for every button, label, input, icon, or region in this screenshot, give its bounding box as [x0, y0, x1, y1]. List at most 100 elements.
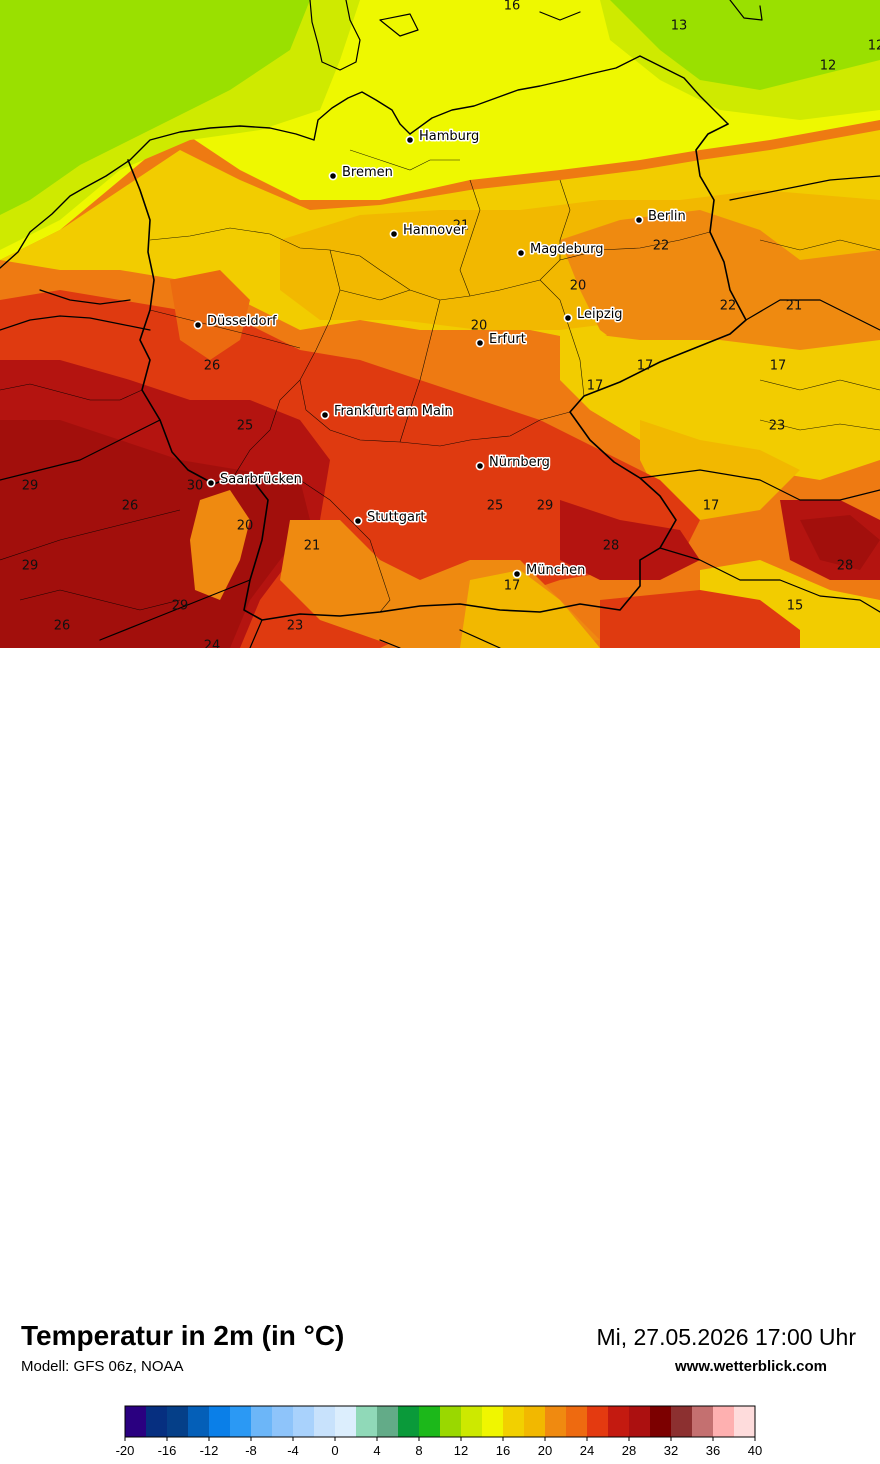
legend-swatch: [125, 1406, 147, 1437]
legend-swatch: [566, 1406, 588, 1437]
temperature-value: 29: [172, 599, 189, 614]
temperature-value: 29: [22, 479, 39, 494]
field-darker-red-blob-east: [800, 515, 880, 570]
city-dot: [353, 516, 363, 526]
legend-swatch: [734, 1406, 756, 1437]
city-label: Frankfurt am Main: [334, 404, 453, 419]
city-dot: [563, 313, 573, 323]
field-red-alps-east: [600, 590, 800, 648]
temperature-value: 25: [487, 499, 504, 514]
legend-swatch: [209, 1406, 231, 1437]
legend-swatch: [692, 1406, 714, 1437]
city-dot: [475, 461, 485, 471]
temperature-value: 17: [770, 359, 787, 374]
map-title: Temperatur in 2m (in °C): [21, 1320, 345, 1351]
legend-tick-label: -8: [245, 1443, 257, 1458]
legend-swatch: [167, 1406, 189, 1437]
legend-tick-label: 12: [454, 1443, 468, 1458]
legend-tick-label: -4: [287, 1443, 299, 1458]
city-label: Nürnberg: [489, 455, 550, 470]
legend-tick-label: 40: [748, 1443, 762, 1458]
city-label: München: [526, 563, 585, 578]
legend-swatch: [713, 1406, 735, 1437]
temperature-value: 25: [237, 419, 254, 434]
borders: [0, 0, 880, 648]
border-netherlands-belgium: [0, 289, 151, 331]
legend-swatch: [608, 1406, 630, 1437]
field-orange-west-rhine: [170, 270, 250, 360]
city-dot: [320, 410, 330, 420]
legend-swatch: [251, 1406, 273, 1437]
field-amber-southeast: [640, 420, 800, 520]
temperature-fields: [0, 0, 880, 648]
temperature-value: 17: [703, 499, 720, 514]
city-label: Leipzig: [577, 307, 623, 322]
city-label: Stuttgart: [367, 510, 425, 525]
legend-swatch: [545, 1406, 567, 1437]
map-footer: Temperatur in 2m (in °C) Modell: GFS 06z…: [0, 648, 880, 1458]
temperature-value: 24: [204, 639, 221, 649]
city-dot: [206, 478, 216, 488]
temperature-value: 21: [786, 299, 803, 314]
legend-swatch: [461, 1406, 483, 1437]
legend-tick-label: 8: [415, 1443, 422, 1458]
legend-tick-label: -20: [116, 1443, 135, 1458]
temperature-value: 12: [868, 39, 880, 54]
legend-swatch: [440, 1406, 462, 1437]
legend-tick-label: -12: [200, 1443, 219, 1458]
temperature-value: 17: [504, 579, 521, 594]
temperature-value: 23: [287, 619, 304, 634]
temperature-value: 26: [204, 359, 221, 374]
temperature-value: 29: [22, 559, 39, 574]
legend-swatch: [671, 1406, 693, 1437]
city-label: Düsseldorf: [207, 314, 277, 329]
islands-north: [379, 0, 763, 37]
legend-swatch: [293, 1406, 315, 1437]
city-dot: [193, 320, 203, 330]
field-green-baltic: [610, 0, 880, 90]
city-label: Hamburg: [419, 129, 479, 144]
map-canvas: 16 13 12 12 21 22 20 20 22 21 17 17 17 26 25 23 17 29 26 30…: [0, 0, 880, 648]
temperature-value: 13: [671, 19, 688, 34]
temperature-value: 23: [769, 419, 786, 434]
city-label: Saarbrücken: [220, 472, 302, 487]
temperature-value: 30: [187, 479, 204, 494]
border-czech-poland: [639, 175, 880, 501]
city-dot: [405, 135, 415, 145]
temperature-value: 28: [603, 539, 620, 554]
website-link[interactable]: www.wetterblick.com: [675, 1358, 827, 1375]
legend-swatch: [524, 1406, 546, 1437]
color-legend: -20 -16 -12 -8 -4 0 4 8 12 16 20 24 28 32 36 40: [116, 1405, 762, 1458]
model-info: Modell: GFS 06z, NOAA: [21, 1358, 184, 1375]
temperature-value: 12: [820, 59, 837, 74]
legend-swatch: [587, 1406, 609, 1437]
legend-tick-label: 28: [622, 1443, 636, 1458]
city-label: Erfurt: [489, 332, 526, 347]
temperature-value: 17: [637, 359, 654, 374]
temperature-labels: 16 13 12 12 21 22 20 20 22 21 17 17 17 26 25 23 17 29 26 30…: [22, 0, 880, 648]
temperature-value: 26: [54, 619, 71, 634]
legend-swatch: [650, 1406, 672, 1437]
legend-swatch: [272, 1406, 294, 1437]
legend-swatch: [482, 1406, 504, 1437]
city-label: Bremen: [342, 165, 393, 180]
city-dot: [328, 171, 338, 181]
temperature-value: 29: [537, 499, 554, 514]
legend-tick-label: 20: [538, 1443, 552, 1458]
legend-swatch: [230, 1406, 252, 1437]
legend-swatch: [146, 1406, 168, 1437]
coastline-baltic: [409, 55, 729, 135]
legend-tick-label: 16: [496, 1443, 510, 1458]
field-gold-allgaeu: [460, 570, 600, 648]
temperature-value: 21: [304, 539, 321, 554]
border-austria: [659, 547, 880, 613]
temperature-value: 17: [587, 379, 604, 394]
city-dot: [475, 338, 485, 348]
legend-tick-label: 24: [580, 1443, 594, 1458]
state-borders: [0, 149, 880, 613]
temperature-value: 28: [837, 559, 854, 574]
legend-tick-label: 36: [706, 1443, 720, 1458]
border-germany: [127, 123, 747, 621]
field-orange-blackforest: [190, 490, 250, 600]
temperature-value: 26: [122, 499, 139, 514]
